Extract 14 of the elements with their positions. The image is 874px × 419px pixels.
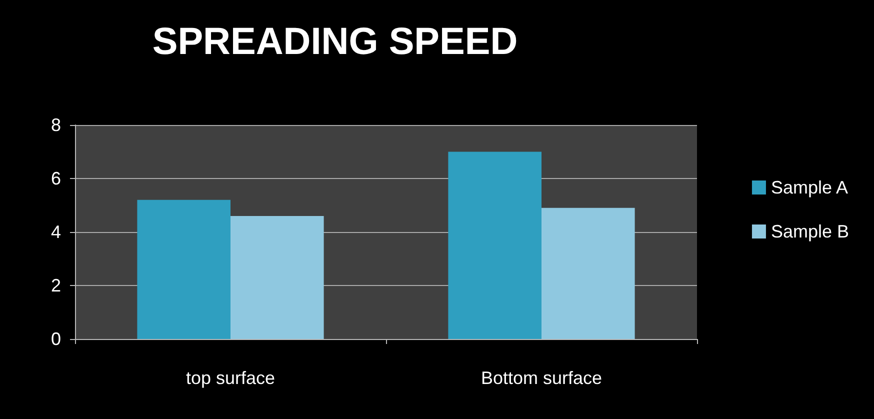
bar — [448, 152, 542, 339]
x-tick-label: top surface — [186, 368, 276, 388]
bar — [542, 208, 635, 339]
y-tick-label: 0 — [50, 329, 61, 349]
y-tick-label: 8 — [50, 115, 61, 135]
legend-label: Sample B — [770, 222, 850, 242]
legend-label: Sample A — [770, 178, 848, 198]
x-tick-label: Bottom surface — [480, 368, 602, 388]
bar — [137, 200, 230, 339]
chart-title: SPREADING SPEED — [152, 21, 518, 63]
bar — [230, 216, 324, 339]
y-tick-label: 4 — [50, 222, 61, 242]
y-tick-label: 2 — [50, 276, 61, 296]
y-tick-label: 6 — [50, 168, 61, 188]
